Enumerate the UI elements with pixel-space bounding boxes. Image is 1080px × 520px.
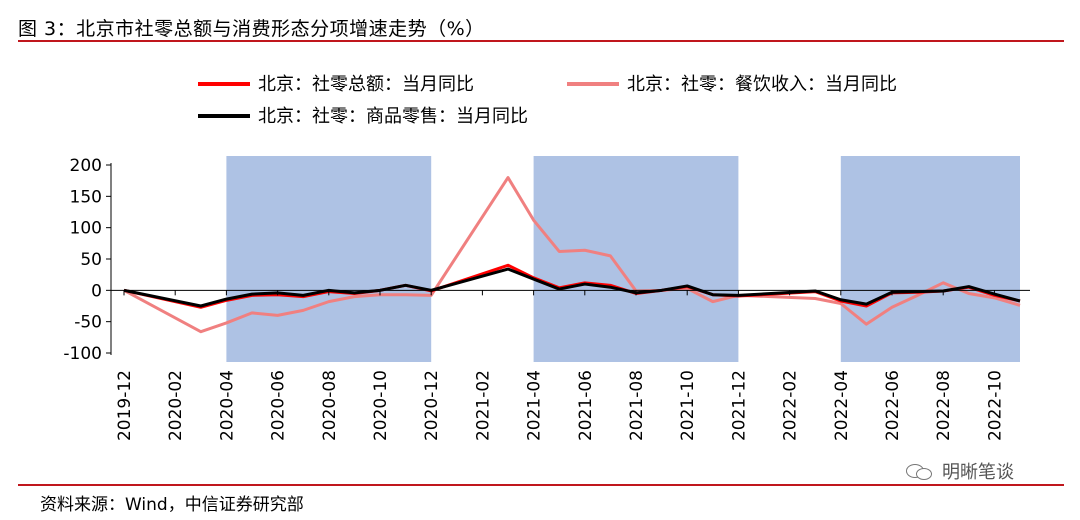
- y-tick-label: -50: [74, 313, 102, 333]
- watermark: 明晰笔谈: [906, 458, 1014, 484]
- y-tick-label: 50: [80, 250, 102, 270]
- x-tick-label: 2022-02: [781, 370, 801, 441]
- legend-label-2: 北京：社零：餐饮收入：当月同比: [627, 74, 897, 95]
- y-tick-label: 200: [70, 156, 102, 176]
- line-chart: 200 150 100 50 0 -50 -100 2019-12 2020-02 2020-04…: [63, 74, 1030, 441]
- x-tick-label: 2022-04: [832, 370, 852, 441]
- x-tick-label: 2022-08: [934, 370, 954, 441]
- x-tick-label: 2020-08: [320, 370, 340, 441]
- x-tick-label: 2021-10: [678, 370, 698, 441]
- x-tick-label: 2019-12: [115, 370, 135, 441]
- shaded-period-2: [533, 156, 739, 362]
- series-line-3: [123, 267, 1021, 308]
- x-tick-label: 2020-10: [371, 370, 391, 441]
- watermark-text: 明晰笔谈: [942, 462, 1014, 483]
- series-lines: [123, 176, 1021, 334]
- legend-label-1: 北京：社零总额：当月同比: [258, 74, 474, 95]
- figure-title: 图 3：北京市社零总额与消费形态分项增速走势（%）: [18, 18, 485, 40]
- x-tick-label: 2021-08: [627, 370, 647, 441]
- legend: 北京：社零总额：当月同比 北京：社零：餐饮收入：当月同比北京：社零：商品零售：当月…: [198, 74, 897, 127]
- y-tick-label: 100: [70, 219, 102, 239]
- series-line-2: [123, 176, 1021, 334]
- y-tick-label: 0: [91, 281, 102, 301]
- x-tick-label: 2022-10: [985, 370, 1005, 441]
- x-tick-label: 2020-06: [269, 370, 289, 441]
- shaded-period-1: [226, 156, 432, 362]
- shaded-period-3: [840, 156, 1020, 362]
- axes: 200 150 100 50 0 -50 -100 2019-12 2020-02 2020-04…: [63, 156, 1030, 441]
- x-tick-label: 2021-02: [473, 370, 493, 441]
- shaded-periods: [226, 156, 1020, 362]
- x-tick-label: 2021-12: [729, 370, 749, 441]
- x-tick-label: 2020-04: [217, 370, 237, 441]
- wechat-icon: [906, 462, 936, 480]
- legend-label-3: 北京：社零：商品零售：当月同比: [258, 106, 528, 127]
- y-tick-label: -100: [63, 344, 102, 364]
- y-tick-label: 150: [70, 187, 102, 207]
- x-tick-label: 2021-04: [525, 370, 545, 441]
- x-tick-label: 2022-06: [883, 370, 903, 441]
- x-tick-label: 2020-12: [422, 370, 442, 441]
- bottom-rule: [18, 484, 1064, 486]
- x-tick-label: 2021-06: [576, 370, 596, 441]
- x-tick-label: 2020-02: [166, 370, 186, 441]
- top-rule: [18, 40, 1064, 42]
- source-note: 资料来源：Wind，中信证券研究部: [40, 495, 304, 515]
